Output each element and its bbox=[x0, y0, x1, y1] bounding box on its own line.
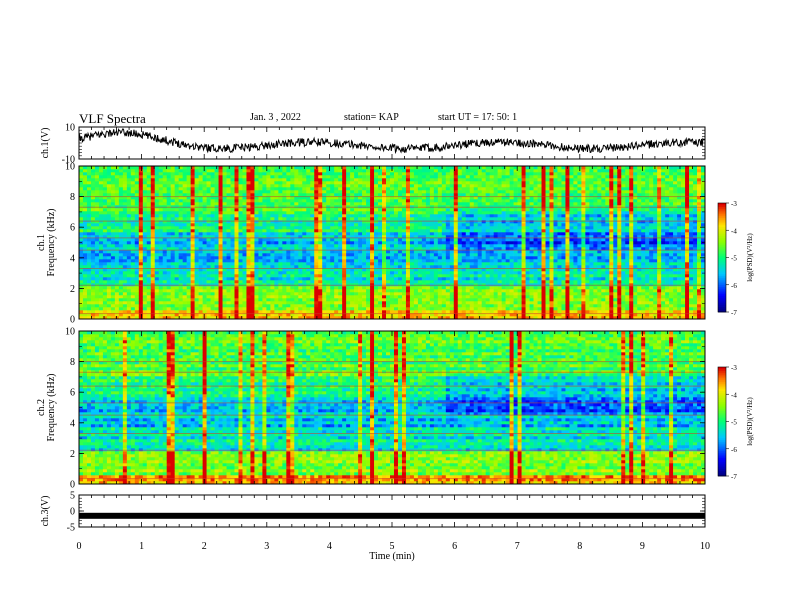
ytick-label: 10 bbox=[65, 327, 75, 338]
ytick-label: 8 bbox=[70, 192, 75, 203]
colorbar-tick-label: -4 bbox=[731, 227, 737, 235]
xlabel: Time (min) bbox=[369, 551, 414, 562]
xtick-label: 0 bbox=[77, 541, 82, 552]
ylabel-4: ch.3(V) bbox=[40, 496, 51, 527]
ylabel-1: ch.1(V) bbox=[40, 128, 51, 159]
xtick-label: 10 bbox=[700, 541, 710, 552]
colorbar-1: -3 -4 -5 -6 -7 log(PSD)(V²/Hz) bbox=[717, 200, 754, 317]
ytick-label: 10 bbox=[65, 123, 75, 134]
ytick-label: 6 bbox=[70, 223, 75, 234]
ch2-spectrogram-cells bbox=[79, 331, 706, 485]
ch1-spectrogram-cells bbox=[79, 166, 706, 320]
colorbar-tick-label: -6 bbox=[731, 282, 737, 290]
colorbar-tick-label: -6 bbox=[731, 446, 737, 454]
xtick-label: 7 bbox=[515, 541, 520, 552]
colorbar-tick-label: -5 bbox=[731, 419, 737, 427]
ytick-label: -5 bbox=[67, 523, 75, 534]
xtick-label: 8 bbox=[577, 541, 582, 552]
ylabel-3: ch.2 bbox=[36, 399, 47, 416]
ytick-label: 0 bbox=[70, 315, 75, 326]
ylabel-3: Frequency (kHz) bbox=[46, 373, 57, 441]
ch3-waveform-trace bbox=[79, 512, 705, 519]
start-time-label: start UT = 17: 50: 1 bbox=[438, 112, 518, 123]
ytick-label: 2 bbox=[70, 449, 75, 460]
colorbar-tick-label: -3 bbox=[731, 200, 737, 208]
chart-title: VLF Spectra bbox=[79, 111, 146, 126]
colorbar-tick-label: -3 bbox=[731, 364, 737, 372]
ylabel-2: Frequency (kHz) bbox=[46, 208, 57, 276]
colorbar-label: log(PSD)(V²/Hz) bbox=[746, 233, 754, 282]
xtick-label: 5 bbox=[390, 541, 395, 552]
colorbar-tick-label: -5 bbox=[731, 255, 737, 263]
ytick-label: 6 bbox=[70, 388, 75, 399]
xtick-label: 6 bbox=[452, 541, 457, 552]
xtick-label: 3 bbox=[264, 541, 269, 552]
ytick-label: 2 bbox=[70, 284, 75, 295]
ytick-label: 8 bbox=[70, 357, 75, 368]
colorbar-tick-label: -7 bbox=[731, 309, 737, 317]
ylabel-2: ch.1 bbox=[36, 234, 47, 251]
colorbar-2: -3 -4 -5 -6 -7 log(PSD)(V²/Hz) bbox=[717, 364, 754, 481]
ytick-label: -10 bbox=[62, 155, 75, 166]
colorbar-tick-label: -4 bbox=[731, 391, 737, 399]
station-label: station= KAP bbox=[344, 112, 399, 123]
ytick-label: 5 bbox=[70, 491, 75, 502]
ytick-label: 10 bbox=[65, 162, 75, 173]
ytick-label: 0 bbox=[70, 480, 75, 491]
colorbar-label: log(PSD)(V²/Hz) bbox=[746, 397, 754, 446]
xtick-label: 9 bbox=[640, 541, 645, 552]
xtick-label: 1 bbox=[139, 541, 144, 552]
xtick-label: 2 bbox=[202, 541, 207, 552]
ytick-label: 4 bbox=[70, 253, 75, 264]
ch1-waveform-line bbox=[78, 128, 706, 155]
date-label: Jan. 3 , 2022 bbox=[250, 112, 301, 123]
ytick-label: 0 bbox=[70, 507, 75, 518]
colorbar-tick-label: -7 bbox=[731, 473, 737, 481]
xtick-label: 4 bbox=[327, 541, 332, 552]
ytick-label: 4 bbox=[70, 418, 75, 429]
